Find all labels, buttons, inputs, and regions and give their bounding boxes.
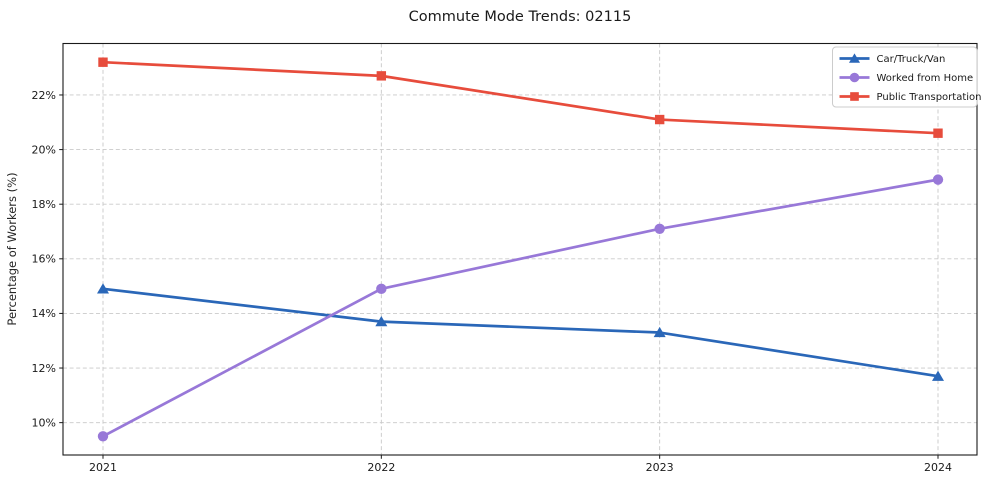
series-worked-from-home [97, 174, 944, 442]
data-point-marker-circle [849, 72, 860, 83]
legend-item-car-truck-van: Car/Truck/Van [839, 53, 946, 65]
series-line-public-transportation [101, 60, 940, 135]
data-point-marker-triangle [97, 283, 109, 294]
x-tick-label: 2022 [367, 461, 395, 474]
data-point-marker-square [654, 114, 665, 125]
data-point-marker-circle [97, 431, 109, 442]
legend-box [832, 46, 978, 108]
data-point-marker-square [98, 57, 108, 67]
x-tick-label: 2024 [924, 461, 952, 474]
data-point-marker-square [933, 128, 943, 138]
y-tick-label: 10% [32, 416, 56, 429]
legend-label: Public Transportation [877, 92, 982, 103]
y-axis-label: Percentage of Workers (%) [5, 172, 19, 325]
data-point-marker-triangle [375, 316, 388, 327]
plot-area: 10% 12% 14% 16% 18% 20% 22% 2021 2022 2023 2024 Car… [32, 42, 982, 474]
y-tick-label: 12% [32, 362, 56, 375]
series-line-worked-from-home [101, 178, 940, 438]
data-point-marker-circle [376, 283, 387, 295]
legend-item-public-transportation: Public Transportation [839, 92, 982, 103]
plot-frame [62, 42, 978, 456]
data-point-marker-circle [932, 174, 944, 185]
gridlines [63, 43, 977, 455]
y-tick-label: 16% [32, 253, 56, 266]
data-point-marker-square [376, 71, 387, 81]
series-car-truck-van [97, 283, 944, 381]
legend-item-worked-from-home: Worked from Home [839, 72, 974, 84]
axis-ticks [59, 94, 939, 459]
legend: Car/Truck/Van Worked from Home Public Tran… [832, 46, 982, 108]
data-point-marker-square [850, 92, 859, 101]
y-tick-label: 14% [32, 307, 56, 320]
chart-title: Commute Mode Trends: 02115 [409, 9, 632, 25]
y-tick-label: 20% [32, 143, 56, 156]
series-public-transportation [98, 57, 943, 138]
data-point-marker-circle [654, 223, 665, 234]
series-line-car-truck-van [101, 287, 940, 378]
y-tick-label: 22% [32, 89, 56, 102]
legend-label: Worked from Home [877, 73, 974, 84]
data-point-marker-triangle [653, 326, 666, 338]
x-tick-label: 2021 [89, 461, 117, 474]
x-tick-label: 2023 [646, 461, 674, 474]
legend-label: Car/Truck/Van [877, 54, 946, 65]
data-point-marker-triangle [932, 370, 944, 381]
data-point-marker-triangle [848, 53, 861, 63]
y-tick-label: 18% [32, 198, 56, 211]
